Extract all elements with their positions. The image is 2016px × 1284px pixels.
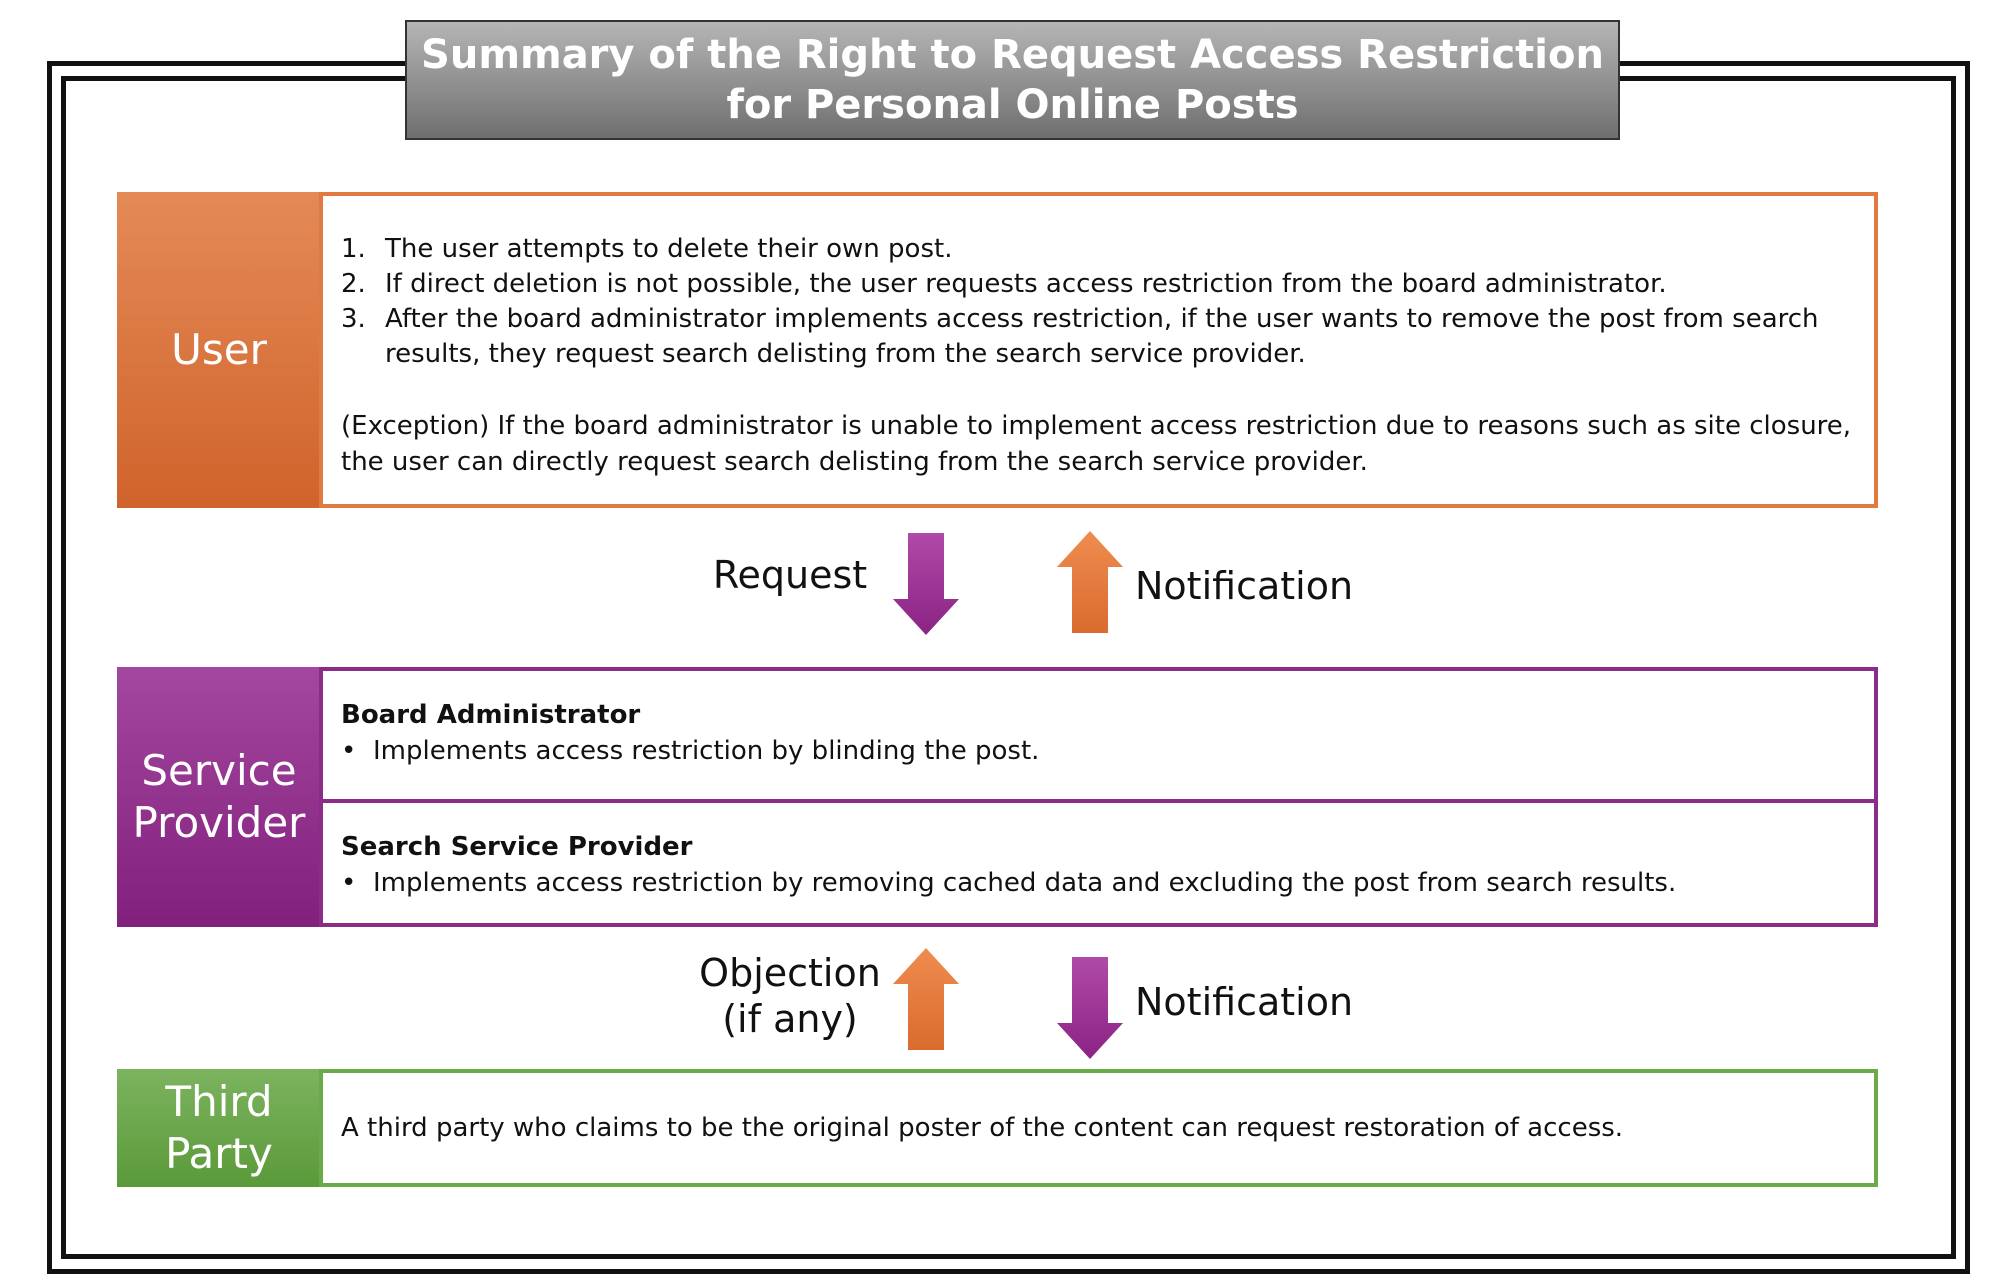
objection-label-line2: (if any)	[722, 997, 858, 1041]
bullet-text: Implements access restriction by blindin…	[373, 736, 1040, 766]
diagram-title: Summary of the Right to Request Access R…	[405, 20, 1620, 140]
user-content-box: 1. The user attempts to delete their own …	[319, 192, 1878, 508]
user-steps-list: 1. The user attempts to delete their own …	[341, 232, 1856, 372]
exception-note: (Exception) If the board administrator i…	[341, 411, 1852, 477]
request-label: Request	[712, 553, 868, 597]
third-party-label-line2: Party	[165, 1129, 273, 1178]
bullet-icon: •	[341, 736, 357, 766]
arrow-up-notification-icon	[1057, 531, 1123, 633]
board-administrator-item: • Implements access restriction by blindi…	[341, 733, 1856, 769]
arrow-up-objection-icon	[893, 948, 959, 1050]
step-text: The user attempts to delete their own po…	[385, 234, 953, 264]
user-step: 2. If direct deletion is not possible, th…	[341, 267, 1856, 302]
search-service-provider-section: Search Service Provider • Implements acce…	[323, 799, 1874, 927]
notification-label-upper: Notification	[1135, 564, 1354, 608]
arrow-down-notification-icon	[1057, 957, 1123, 1059]
service-provider-label-box: Service Provider	[117, 667, 321, 927]
service-provider-label-line1: Service	[141, 746, 297, 795]
step-number: 1.	[341, 234, 366, 264]
objection-label: Objection (if any)	[680, 950, 900, 1042]
bullet-text: Implements access restriction by removin…	[373, 868, 1677, 898]
service-provider-label-line2: Provider	[132, 798, 306, 847]
service-provider-content-box: Board Administrator • Implements access r…	[319, 667, 1878, 927]
step-text: After the board administrator implements…	[385, 304, 1819, 369]
third-party-content-box: A third party who claims to be the origi…	[319, 1069, 1878, 1187]
step-text: If direct deletion is not possible, the …	[385, 269, 1667, 299]
third-party-label-line1: Third	[165, 1077, 273, 1126]
board-administrator-heading: Board Administrator	[341, 700, 641, 730]
board-administrator-section: Board Administrator • Implements access r…	[323, 671, 1874, 799]
step-number: 2.	[341, 269, 366, 299]
user-label-box: User	[117, 192, 321, 508]
user-step: 1. The user attempts to delete their own …	[341, 232, 1856, 267]
bullet-icon: •	[341, 868, 357, 898]
search-service-provider-item: • Implements access restriction by removi…	[341, 865, 1856, 901]
search-service-provider-heading: Search Service Provider	[341, 832, 693, 862]
title-line-1: Summary of the Right to Request Access R…	[421, 32, 1604, 78]
objection-label-line1: Objection	[699, 951, 881, 995]
user-label: User	[171, 325, 267, 374]
title-line-2: for Personal Online Posts	[726, 82, 1299, 128]
user-step: 3. After the board administrator implemen…	[341, 302, 1856, 372]
notification-label-lower: Notification	[1135, 980, 1354, 1024]
arrow-down-request-icon	[893, 533, 959, 635]
third-party-label-box: Third Party	[117, 1069, 321, 1187]
third-party-text: A third party who claims to be the origi…	[341, 1113, 1624, 1143]
step-number: 3.	[341, 304, 366, 334]
